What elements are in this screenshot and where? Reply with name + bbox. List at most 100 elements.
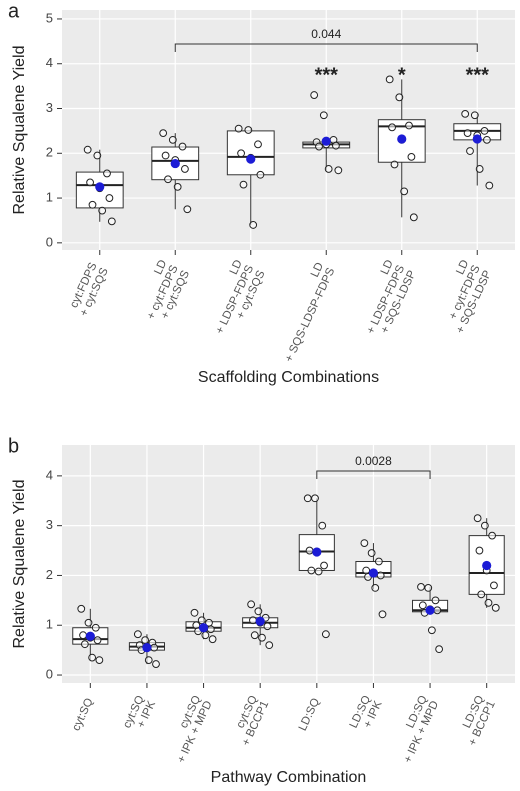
mean bbox=[170, 158, 180, 169]
point bbox=[88, 200, 97, 209]
point bbox=[418, 601, 427, 610]
mean bbox=[255, 616, 265, 626]
mean bbox=[312, 547, 322, 557]
point bbox=[307, 566, 316, 575]
y-tick-label: 4 bbox=[46, 55, 53, 70]
y-tick-label: 3 bbox=[46, 100, 53, 115]
x-tick-label: LD bbox=[379, 258, 396, 276]
point bbox=[466, 147, 474, 155]
mean bbox=[425, 605, 435, 615]
y-tick-label: 1 bbox=[46, 189, 53, 204]
point bbox=[254, 607, 263, 616]
point bbox=[249, 616, 257, 625]
point bbox=[173, 182, 182, 191]
x-tick-label: + SQS-LDSP-FDPS bbox=[283, 266, 337, 364]
point bbox=[362, 566, 371, 575]
x-tick-label: LD bbox=[228, 258, 245, 276]
mean bbox=[368, 568, 379, 578]
point bbox=[405, 121, 413, 130]
point bbox=[319, 111, 328, 120]
point bbox=[161, 151, 170, 160]
box bbox=[226, 130, 275, 176]
comparison-label: 0.0028 bbox=[355, 454, 392, 468]
point bbox=[79, 631, 87, 640]
point bbox=[395, 93, 404, 102]
x-tick-label: LD bbox=[309, 261, 326, 279]
mean bbox=[198, 623, 209, 633]
point bbox=[150, 643, 159, 652]
point bbox=[385, 75, 394, 84]
point bbox=[310, 91, 319, 99]
point bbox=[247, 600, 256, 609]
point bbox=[378, 610, 387, 619]
point bbox=[470, 111, 479, 120]
point bbox=[315, 142, 323, 151]
point bbox=[320, 561, 328, 570]
mean bbox=[142, 643, 152, 653]
point bbox=[181, 165, 189, 173]
y-tick-label: 0 bbox=[46, 666, 53, 681]
point bbox=[77, 604, 86, 613]
point bbox=[332, 141, 340, 150]
x-axis-title: Pathway Combination bbox=[211, 769, 367, 786]
x-tick-label: LD bbox=[152, 258, 169, 276]
point bbox=[461, 109, 470, 118]
point bbox=[400, 187, 409, 196]
y-tick-label: 0 bbox=[46, 234, 53, 249]
point bbox=[107, 217, 116, 226]
x-axis-title: Scaffolding Combinations bbox=[198, 369, 379, 386]
box bbox=[75, 171, 124, 209]
point bbox=[93, 636, 102, 645]
point bbox=[197, 616, 206, 625]
point bbox=[254, 140, 262, 149]
x-tick-label: LD:SQ bbox=[297, 696, 322, 732]
point bbox=[88, 653, 97, 662]
point bbox=[234, 124, 243, 133]
point bbox=[491, 603, 500, 612]
mean bbox=[472, 134, 482, 144]
point bbox=[256, 170, 265, 179]
x-tick-label: LD bbox=[454, 258, 471, 276]
point bbox=[152, 660, 160, 668]
mean bbox=[95, 182, 105, 192]
point bbox=[483, 135, 491, 144]
point bbox=[376, 571, 385, 580]
point bbox=[265, 641, 274, 650]
point bbox=[321, 630, 330, 639]
point bbox=[164, 175, 172, 184]
point bbox=[407, 152, 416, 161]
point bbox=[390, 160, 399, 169]
point bbox=[168, 135, 177, 144]
panel-label: b bbox=[8, 435, 19, 457]
point bbox=[314, 567, 323, 576]
mean bbox=[321, 136, 331, 146]
y-axis-title: Relative Squalene Yield bbox=[11, 479, 28, 648]
point bbox=[371, 583, 380, 592]
point bbox=[311, 494, 319, 503]
point bbox=[303, 494, 312, 503]
point bbox=[484, 598, 493, 607]
comparison-label: 0.044 bbox=[311, 27, 341, 41]
point bbox=[105, 194, 114, 202]
point bbox=[485, 181, 494, 190]
point bbox=[480, 521, 489, 530]
point bbox=[488, 531, 497, 540]
comparison-bracket bbox=[316, 470, 431, 479]
point bbox=[93, 151, 102, 160]
point bbox=[435, 645, 444, 654]
point bbox=[249, 221, 258, 229]
point bbox=[473, 514, 482, 523]
point bbox=[141, 636, 150, 645]
point bbox=[183, 205, 192, 214]
point bbox=[324, 165, 333, 173]
point bbox=[206, 625, 215, 634]
point bbox=[427, 626, 436, 635]
point bbox=[305, 546, 314, 555]
point bbox=[424, 583, 433, 592]
point bbox=[91, 623, 100, 632]
point bbox=[388, 123, 396, 132]
point bbox=[95, 656, 104, 664]
point bbox=[263, 622, 272, 631]
point bbox=[86, 178, 94, 187]
point bbox=[490, 581, 498, 590]
